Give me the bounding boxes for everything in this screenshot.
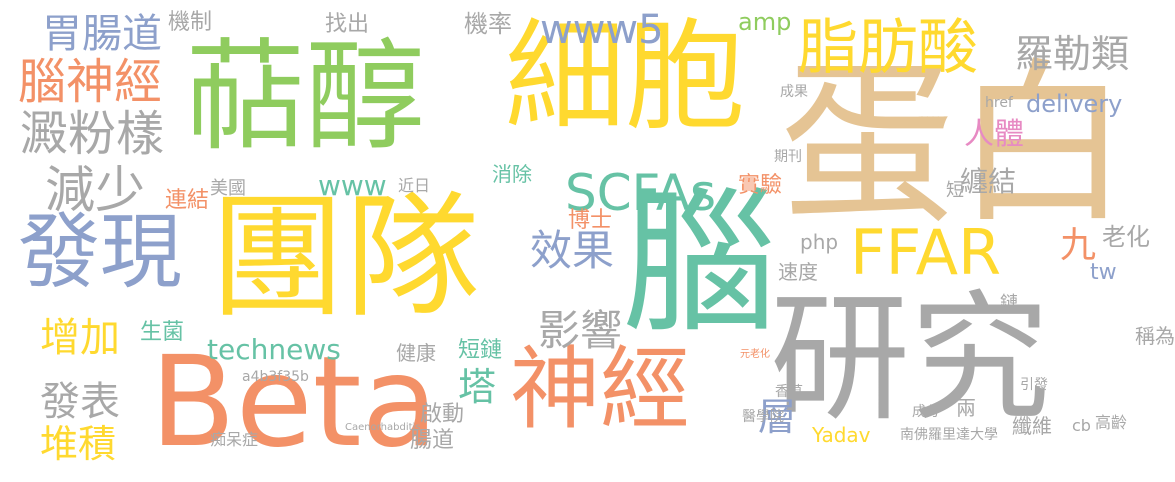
- cloud-word: 機率: [464, 10, 512, 38]
- cloud-word: 南佛羅里達大學: [900, 427, 998, 443]
- cloud-word: 纖維: [1012, 414, 1052, 438]
- cloud-word: 九: [1060, 225, 1097, 266]
- cloud-word: 啟動: [420, 402, 465, 427]
- cloud-word: 期刊: [774, 149, 802, 165]
- cloud-word: Yadav: [812, 423, 871, 447]
- cloud-word: 消除: [492, 162, 532, 186]
- cloud-word: 稱為: [1135, 324, 1175, 348]
- cloud-word: 找出: [325, 12, 370, 37]
- cloud-word: Beta: [150, 330, 439, 475]
- cloud-word: 團隊: [210, 179, 480, 336]
- cloud-word: 人體: [964, 117, 1024, 152]
- cloud-word: 成分: [912, 404, 940, 420]
- cloud-word: 醫學院: [742, 409, 784, 425]
- cloud-word: 澱粉樣: [20, 106, 165, 162]
- cloud-word: 健康: [396, 341, 436, 365]
- cloud-word: 效果: [530, 226, 615, 275]
- cloud-word: 萜醇: [185, 28, 425, 167]
- cloud-word: 纏結: [960, 165, 1017, 198]
- cloud-word: 博士: [568, 208, 613, 233]
- cloud-word: 鏈: [1000, 293, 1018, 314]
- cloud-word: 神經: [510, 337, 690, 442]
- cloud-word: 影響: [538, 306, 623, 355]
- cloud-word: a4b3f35b: [242, 369, 309, 385]
- cloud-word: 腦: [622, 173, 777, 354]
- cloud-word: 脂肪酸: [798, 13, 978, 83]
- cloud-word: amp: [738, 8, 792, 36]
- cloud-word: 美國: [210, 178, 246, 199]
- cloud-word: 實驗: [738, 173, 783, 198]
- cloud-word: Caenorhabditis: [345, 422, 421, 433]
- cloud-word: 胃腸道: [42, 11, 162, 57]
- cloud-word: 增加: [40, 315, 120, 361]
- cloud-word: technews: [207, 333, 341, 366]
- cloud-word: 腦神經: [18, 54, 163, 110]
- cloud-word: php: [800, 230, 839, 254]
- cloud-word: 高齡: [1095, 413, 1128, 432]
- cloud-word: 羅勒類: [1015, 32, 1130, 76]
- cloud-word: delivery: [1026, 90, 1123, 118]
- cloud-word: www: [318, 169, 387, 202]
- cloud-word: 腸道: [410, 428, 455, 453]
- cloud-word: 近日: [398, 176, 431, 195]
- cloud-word: 堆積: [40, 422, 117, 466]
- cloud-word: tw: [1090, 260, 1117, 285]
- cloud-word: 層: [758, 395, 797, 439]
- cloud-word: 發現: [18, 205, 183, 300]
- cloud-word: 速度: [778, 260, 818, 284]
- cloud-word: www5: [540, 7, 664, 53]
- cloud-word: href: [985, 95, 1013, 111]
- cloud-word: 痴呆症: [210, 430, 259, 449]
- cloud-word: SCFAs: [565, 164, 717, 222]
- cloud-word: 短鏈: [458, 338, 503, 363]
- cloud-word: 老化: [1102, 223, 1150, 251]
- cloud-word: 元老化: [740, 349, 770, 360]
- cloud-word: 減少: [45, 161, 145, 219]
- cloud-word: 短: [946, 180, 964, 201]
- cloud-word: 機制: [168, 10, 213, 35]
- cloud-word: 引發: [1020, 377, 1048, 393]
- cloud-word: FFAR: [850, 216, 1002, 289]
- cloud-word: 連結: [165, 188, 210, 213]
- cloud-word: 蛋白: [780, 44, 1130, 247]
- cloud-word: 研究: [770, 278, 1051, 441]
- cloud-word: 兩: [956, 396, 976, 420]
- cloud-word: 香草: [775, 384, 803, 400]
- cloud-word: 成果: [780, 84, 808, 100]
- cloud-word: 塔: [458, 365, 497, 409]
- cloud-word: cb: [1072, 416, 1091, 435]
- cloud-word: 生菌: [140, 320, 185, 345]
- cloud-word: 發表: [40, 379, 120, 425]
- cloud-word: 細胞: [505, 8, 745, 147]
